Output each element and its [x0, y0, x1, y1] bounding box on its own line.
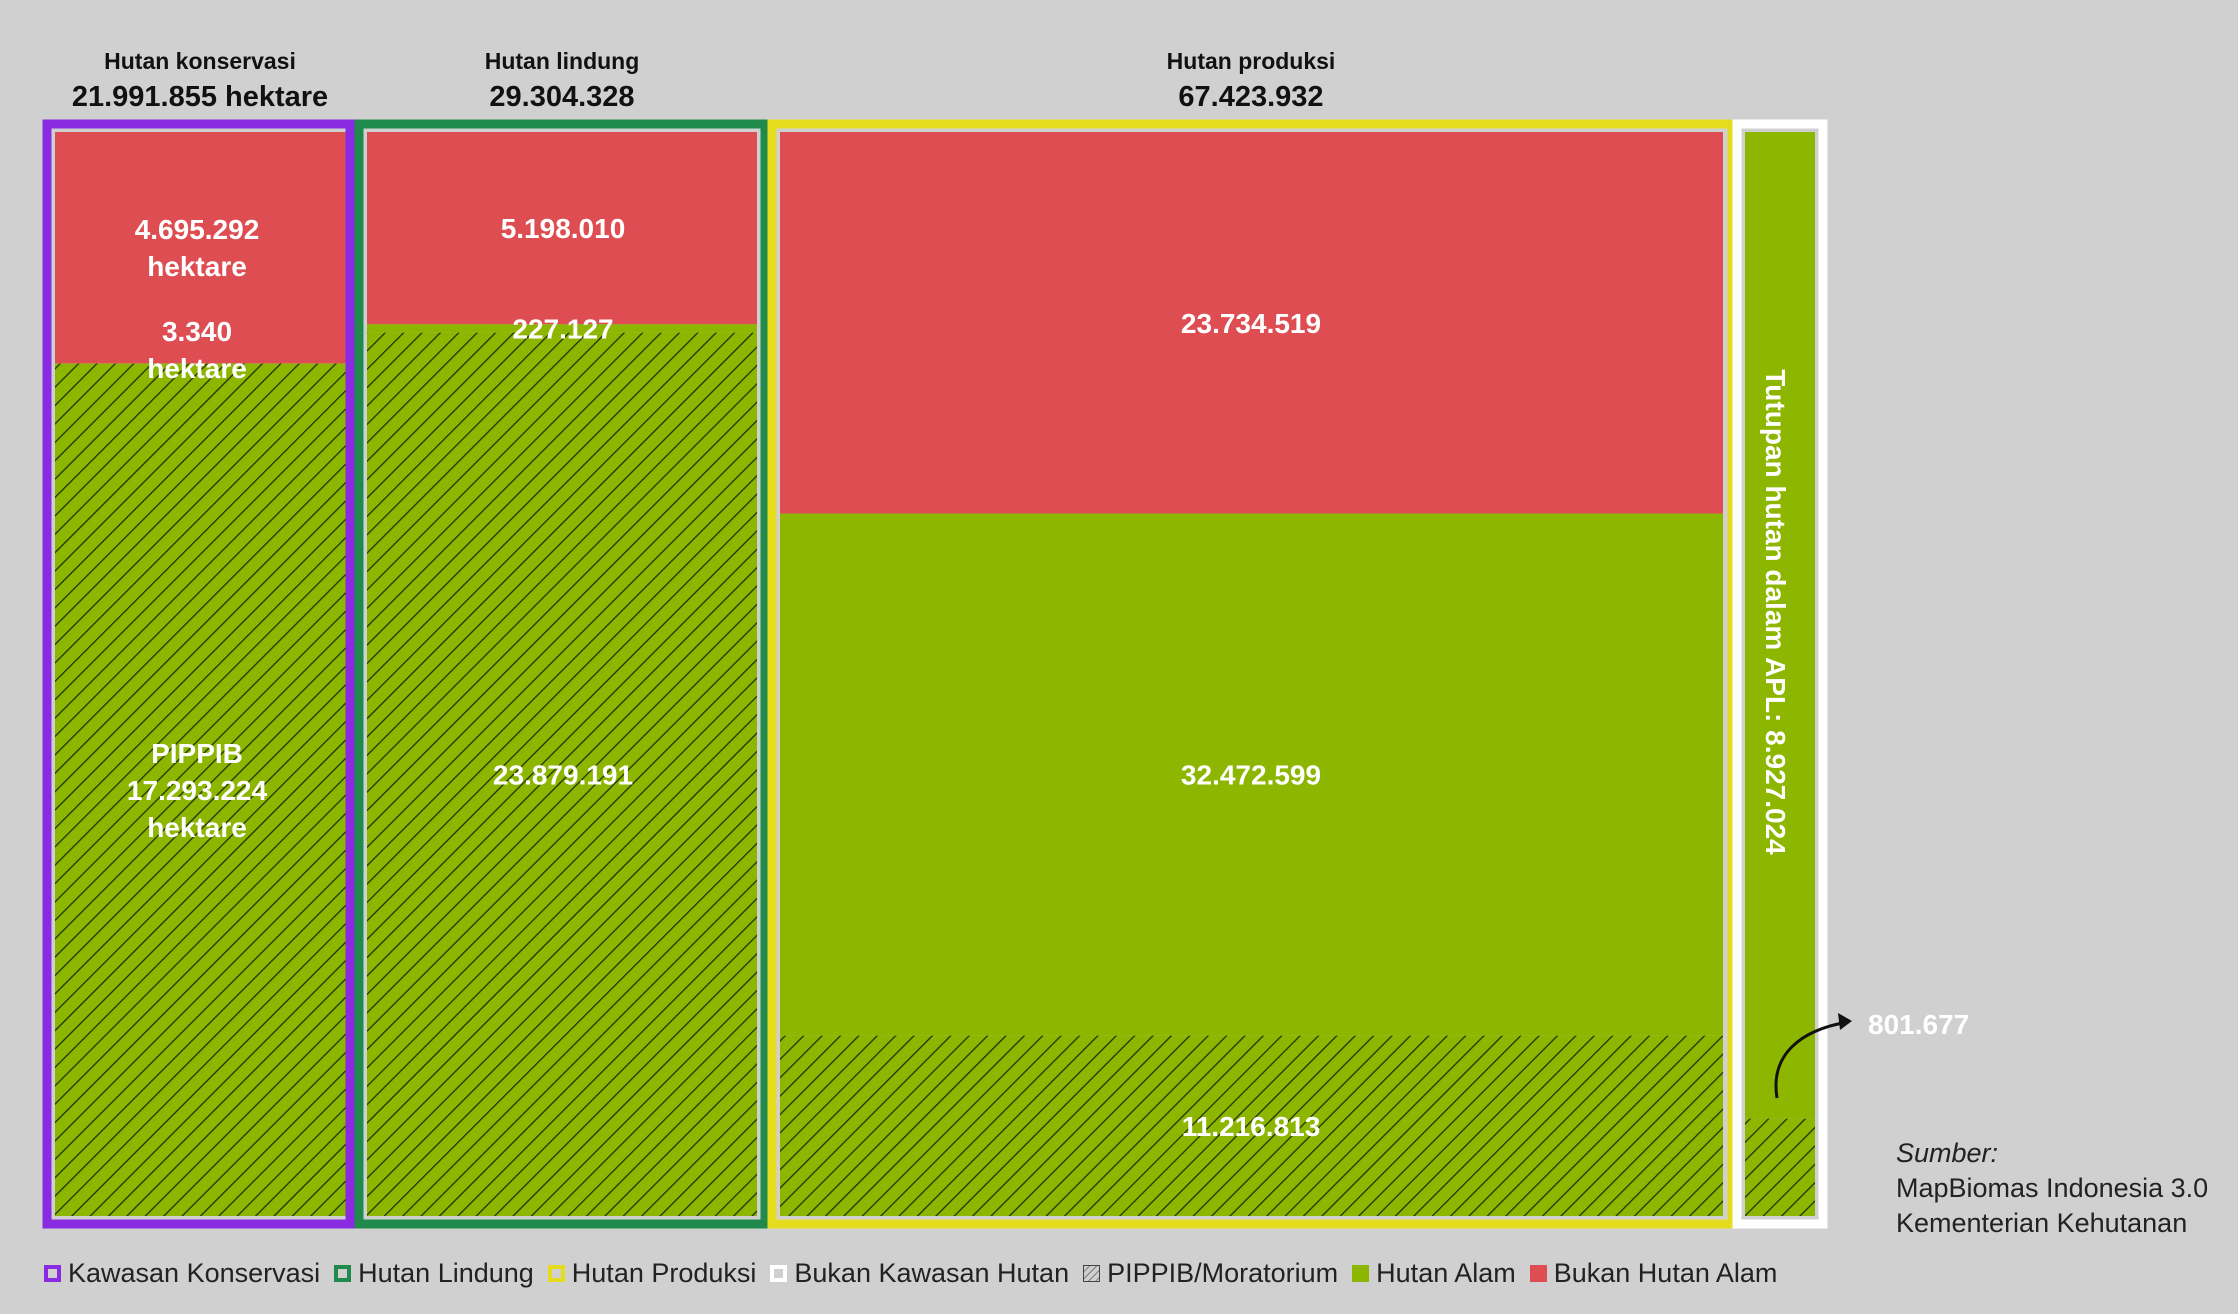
legend-item-produksi: Hutan Produksi	[547, 1258, 757, 1289]
legend-swatch	[334, 1265, 352, 1282]
legend-swatch-hatch	[1083, 1265, 1101, 1282]
segment-value-label: hektare	[147, 251, 247, 282]
legend-item-konservasi: Kawasan Konservasi	[44, 1258, 320, 1289]
chart-segments	[55, 132, 1815, 1217]
column-frame-apl	[1732, 119, 1828, 1229]
segment-pippib-hatch	[367, 332, 757, 1217]
legend-label: Bukan Hutan Alam	[1553, 1258, 1778, 1288]
segment-non-natural-forest	[55, 132, 348, 364]
segment-value-label: hektare	[147, 812, 247, 843]
segment-non-natural-forest	[367, 132, 757, 325]
column-title-konservasi: Hutan konservasi 21.991.855 hektare	[50, 48, 350, 114]
legend-label: PIPPIB/Moratorium	[1107, 1258, 1339, 1288]
legend-swatch	[547, 1265, 565, 1282]
segment-value-label: 4.695.292	[135, 214, 260, 245]
column-title-produksi: Hutan produksi 67.423.932	[1051, 48, 1451, 114]
legend-item-hutan-alam: Hutan Alam	[1352, 1258, 1516, 1289]
segment-value-label: hektare	[147, 353, 247, 384]
segment-value-label: 32.472.599	[1181, 760, 1321, 791]
apl-callout-value: 801.677	[1868, 1009, 1969, 1040]
legend-swatch	[770, 1265, 788, 1282]
legend-label: Bukan Kawasan Hutan	[794, 1258, 1070, 1288]
segment-value-label: 11.216.813	[1182, 1111, 1321, 1142]
segment-non-natural-forest	[780, 132, 1723, 514]
legend-swatch	[1529, 1265, 1547, 1282]
segment-value-label: 5.198.010	[501, 213, 626, 244]
segment-value-label: 17.293.224	[127, 775, 268, 806]
segment-value-label: PIPPIB	[151, 738, 243, 769]
chart-frames	[42, 119, 1828, 1229]
legend-item-bukan-kawasan: Bukan Kawasan Hutan	[770, 1258, 1069, 1289]
apl-annotation: Tutupan hutan dalam APL: 8.927.024 801.6…	[1760, 369, 1969, 1099]
segment-value-label: 3.340	[162, 316, 232, 347]
legend-swatch	[44, 1265, 61, 1282]
segment-pippib-hatch	[780, 1035, 1723, 1216]
legend-label: Kawasan Konservasi	[68, 1258, 321, 1288]
legend-label: Hutan Lindung	[358, 1258, 534, 1288]
legend-item-lindung: Hutan Lindung	[334, 1258, 534, 1289]
legend-item-bukan-hutan-alam: Bukan Hutan Alam	[1529, 1258, 1778, 1289]
legend-swatch	[1352, 1265, 1370, 1282]
column-total: 21.991.855 hektare	[71, 81, 329, 113]
source-line: Kementerian Kehutanan	[1896, 1208, 2188, 1238]
segment-natural-forest	[780, 513, 1723, 1036]
legend-label: Hutan Alam	[1376, 1258, 1516, 1288]
segment-pippib-hatch	[55, 363, 348, 1216]
segment-natural-forest	[367, 324, 757, 333]
callout-arrow	[1774, 1020, 1849, 1099]
column-total: 67.423.932	[1178, 81, 1324, 113]
segment-value-label: 23.734.519	[1181, 308, 1321, 339]
column-frame-produksi	[767, 119, 1737, 1229]
column-frame-konservasi	[42, 119, 355, 1229]
segment-value-label: 227.127	[512, 313, 613, 344]
apl-title: Tutupan hutan dalam APL: 8.927.024	[1760, 369, 1791, 855]
segment-pippib-hatch	[1745, 1118, 1815, 1216]
source-heading: Sumber:	[1896, 1138, 1999, 1168]
column-name: Hutan konservasi	[104, 48, 296, 74]
chart-labels: 4.695.292 hektare 3.340 hektare PIPPIB 17.293…	[127, 213, 1321, 1142]
legend-label: Hutan Produksi	[571, 1258, 757, 1288]
source-note: Sumber: MapBiomas Indonesia 3.0 Kementer…	[1896, 1136, 2208, 1241]
callout-arrowhead	[1838, 1013, 1852, 1030]
legend-item-pippib: PIPPIB/Moratorium	[1083, 1258, 1338, 1289]
column-name: Hutan produksi	[1166, 48, 1336, 74]
column-name: Hutan lindung	[484, 48, 640, 74]
source-line: MapBiomas Indonesia 3.0	[1896, 1173, 2209, 1203]
segment-value-label: 23.879.191	[493, 759, 633, 790]
legend: Kawasan Konservasi Hutan Lindung Hutan P…	[44, 1258, 1777, 1289]
segment-natural-forest	[1745, 132, 1815, 1119]
column-total: 29.304.328	[489, 81, 635, 113]
column-frame-lindung	[354, 119, 770, 1229]
column-title-lindung: Hutan lindung 29.304.328	[362, 48, 762, 114]
